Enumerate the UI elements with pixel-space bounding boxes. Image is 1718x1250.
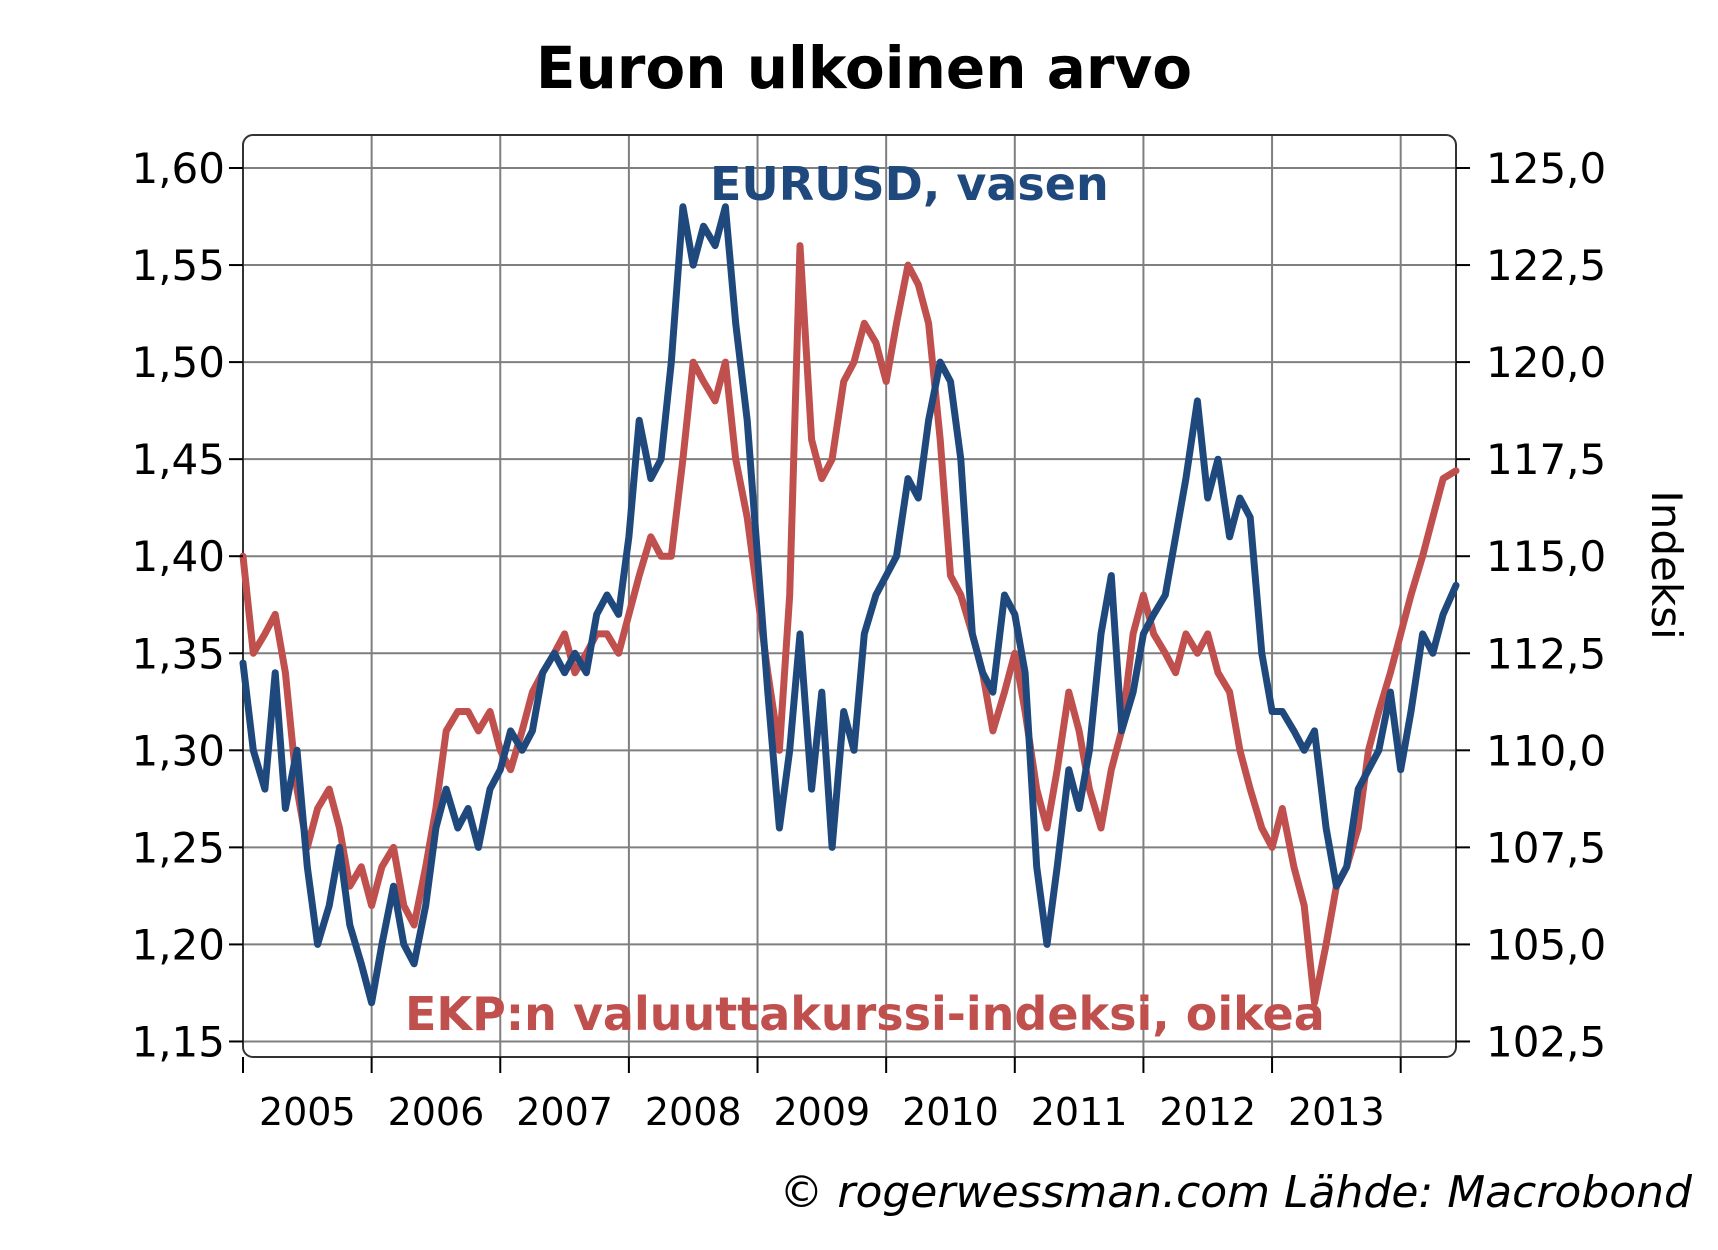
plot-frame xyxy=(242,134,1457,1058)
x-tick-label: 2012 xyxy=(1159,1090,1256,1134)
y-left-tick-label: 1,15 xyxy=(131,1017,225,1066)
x-tick-label: 2009 xyxy=(773,1090,870,1134)
y-left-tick-label: 1,35 xyxy=(131,629,225,678)
x-tick-label: 2010 xyxy=(902,1090,999,1134)
series-line-ekp xyxy=(239,242,1460,1007)
series-label-eurusd: EURUSD, vasen xyxy=(710,157,1109,211)
y-right-tick-label: 110,0 xyxy=(1486,726,1606,775)
y-right-tick-label: 117,5 xyxy=(1486,435,1606,484)
chart-title: Euron ulkoinen arvo xyxy=(536,34,1192,102)
y-right-tick-label: 115,0 xyxy=(1486,532,1606,581)
y-left-tick-label: 1,30 xyxy=(131,726,225,775)
y-left-tick-label: 1,40 xyxy=(131,532,225,581)
x-tick-label: 2007 xyxy=(516,1090,613,1134)
x-axis: 2005 2006 2007 2008 2009 2010 2011 2012 2013 xyxy=(242,1057,1402,1134)
source-note: © rogerwessman.com Lähde: Macrobond xyxy=(779,1167,1693,1218)
y-left-tick-label: 1,25 xyxy=(131,823,225,872)
y-axis-right: 125,0 122,5 120,0 117,5 115,0 112,5 110,0 107,5… xyxy=(1456,144,1606,1066)
series-line-eurusd xyxy=(239,203,1460,1007)
y-right-tick-label: 125,0 xyxy=(1486,144,1606,193)
series-group xyxy=(239,203,1460,1007)
y-left-tick-label: 1,45 xyxy=(131,435,225,484)
y-axis-left: 1,60 1,55 1,50 1,45 1,40 1,35 1,30 1,25 1,20 1,15 xyxy=(131,144,243,1066)
y-right-tick-label: 107,5 xyxy=(1486,823,1606,872)
y-right-tick-label: 105,0 xyxy=(1486,920,1606,969)
y-right-tick-label: 120,0 xyxy=(1486,338,1606,387)
y-right-tick-label: 112,5 xyxy=(1486,629,1606,678)
x-tick-label: 2005 xyxy=(259,1090,356,1134)
x-tick-label: 2013 xyxy=(1288,1090,1385,1134)
y-left-tick-label: 1,60 xyxy=(131,144,225,193)
y-left-tick-label: 1,50 xyxy=(131,338,225,387)
y-right-tick-label: 102,5 xyxy=(1486,1017,1606,1066)
right-axis-label: Indeksi xyxy=(1642,490,1691,639)
x-tick-label: 2011 xyxy=(1031,1090,1128,1134)
series-label-ekp: EKP:n valuuttakurssi-indeksi, oikea xyxy=(405,987,1325,1041)
y-left-tick-label: 1,55 xyxy=(131,241,225,290)
x-tick-label: 2006 xyxy=(388,1090,485,1134)
y-right-tick-label: 122,5 xyxy=(1486,241,1606,290)
y-left-tick-label: 1,20 xyxy=(131,920,225,969)
x-tick-label: 2008 xyxy=(645,1090,742,1134)
